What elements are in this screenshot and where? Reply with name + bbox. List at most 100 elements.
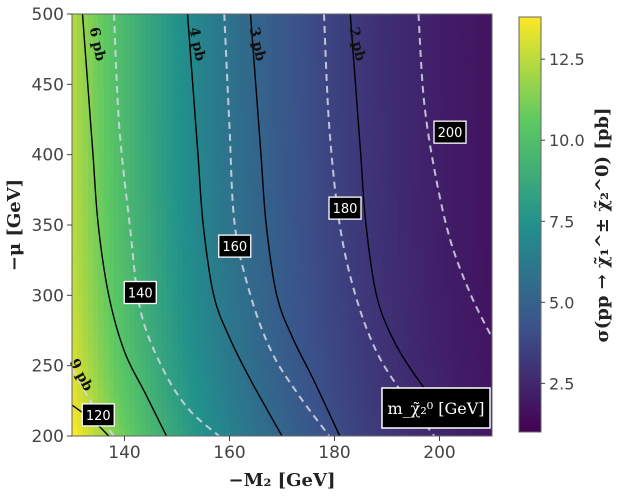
heatmap-cell (93, 337, 99, 346)
heatmap-cell (423, 253, 430, 261)
heatmap-cell (77, 421, 84, 430)
heatmap-cell (355, 281, 362, 289)
heatmap-cell (423, 49, 430, 57)
heatmap-cell (324, 28, 330, 36)
heatmap-cell (166, 246, 173, 254)
heatmap-cell (276, 168, 283, 177)
heatmap-cell (87, 140, 94, 149)
heatmap-cell (224, 77, 231, 85)
heatmap-cell (486, 365, 492, 374)
heatmap-cell (413, 175, 420, 184)
heatmap-cell (318, 203, 325, 212)
heatmap-cell (392, 203, 399, 212)
heatmap-cell (114, 225, 120, 233)
heatmap-cell (177, 260, 183, 268)
heatmap-cell (114, 414, 120, 423)
heatmap-cell (429, 379, 435, 388)
heatmap-cell (261, 351, 267, 360)
heatmap-cell (213, 154, 220, 163)
heatmap-cell (303, 112, 309, 121)
heatmap-cell (423, 91, 430, 99)
heatmap-cell (455, 225, 462, 233)
heatmap-cell (481, 49, 488, 57)
heatmap-cell (245, 70, 252, 78)
heatmap-cell (481, 330, 488, 339)
heatmap-cell (266, 161, 273, 170)
heatmap-cell (402, 63, 409, 71)
heatmap-cell (245, 358, 252, 367)
heatmap-cell (423, 217, 430, 226)
heatmap-cell (255, 168, 262, 177)
heatmap-cell (303, 358, 309, 367)
heatmap-cell (471, 28, 477, 36)
heatmap-cell (297, 330, 304, 339)
heatmap-cell (455, 147, 462, 156)
heatmap-cell (397, 28, 404, 36)
heatmap-cell (324, 182, 330, 191)
heatmap-cell (245, 168, 252, 177)
heatmap-cell (129, 91, 136, 99)
heatmap-cell (114, 421, 120, 430)
heatmap-cell (481, 365, 488, 374)
heatmap-cell (103, 232, 110, 240)
heatmap-cell (334, 246, 341, 254)
heatmap-cell (266, 63, 273, 71)
heatmap-cell (177, 274, 183, 282)
heatmap-cell (339, 98, 346, 107)
heatmap-cell (444, 77, 451, 85)
heatmap-cell (423, 84, 430, 92)
heatmap-cell (308, 358, 315, 367)
heatmap-cell (455, 98, 462, 107)
heatmap-cell (182, 323, 189, 332)
heatmap-cell (429, 35, 435, 43)
heatmap-cell (329, 126, 336, 135)
heatmap-cell (145, 28, 152, 36)
heatmap-cell (460, 309, 467, 318)
heatmap-cell (140, 225, 147, 233)
heatmap-cell (119, 98, 126, 107)
heatmap-cell (292, 351, 299, 360)
heatmap-cell (450, 161, 456, 170)
heatmap-cell (166, 217, 173, 226)
heatmap-cell (334, 161, 341, 170)
heatmap-cell (229, 119, 236, 128)
heatmap-cell (103, 288, 110, 296)
heatmap-cell (455, 196, 462, 205)
heatmap-cell (329, 421, 336, 430)
heatmap-cell (240, 372, 246, 381)
heatmap-cell (360, 147, 367, 156)
heatmap-cell (350, 302, 357, 310)
heatmap-cell (303, 175, 309, 184)
heatmap-cell (434, 281, 441, 289)
heatmap-cell (82, 302, 89, 310)
heatmap-cell (308, 253, 315, 261)
heatmap-cell (381, 91, 388, 99)
heatmap-cell (350, 182, 357, 191)
heatmap-cell (360, 365, 367, 374)
heatmap-cell (418, 217, 425, 226)
heatmap-cell (313, 232, 320, 240)
heatmap-cell (292, 49, 299, 57)
heatmap-cell (261, 379, 267, 388)
heatmap-cell (124, 316, 131, 325)
heatmap-cell (234, 386, 241, 395)
heatmap-cell (366, 168, 372, 177)
heatmap-cell (261, 232, 267, 240)
heatmap-cell (339, 112, 346, 121)
heatmap-cell (381, 232, 388, 240)
heatmap-cell (376, 84, 383, 92)
heatmap-cell (198, 281, 204, 289)
heatmap-cell (261, 372, 267, 381)
heatmap-cell (297, 189, 304, 198)
heatmap-cell (313, 182, 320, 191)
heatmap-cell (439, 147, 446, 156)
heatmap-cell (339, 225, 346, 233)
heatmap-cell (334, 407, 341, 416)
heatmap-cell (192, 239, 199, 247)
heatmap-cell (119, 105, 126, 114)
heatmap-cell (156, 267, 162, 275)
heatmap-cell (360, 182, 367, 191)
heatmap-cell (266, 182, 273, 191)
heatmap-cell (240, 281, 246, 289)
heatmap-cell (423, 175, 430, 184)
